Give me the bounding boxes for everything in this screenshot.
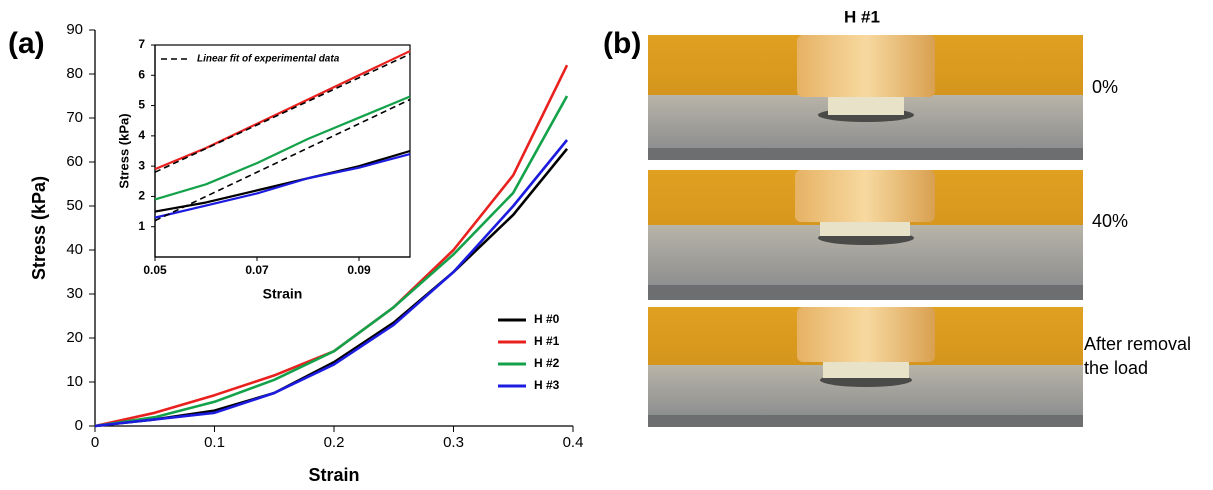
series-line: [154, 152, 411, 219]
y-tick-label: 1: [138, 219, 145, 233]
panel-label: (b): [603, 27, 641, 60]
y-tick-label: 20: [66, 329, 83, 346]
x-tick-label: 0: [91, 434, 99, 451]
y-tick-label: 10: [66, 373, 83, 390]
panel-label: (a): [8, 27, 45, 60]
x-axis-label: Strain: [308, 465, 359, 485]
y-tick-label: 90: [66, 21, 83, 38]
legend-label: H #3: [534, 378, 560, 392]
x-tick-label: 0.09: [347, 263, 371, 277]
y-tick-label: 3: [138, 158, 145, 172]
photo-caption-box: After removal the load: [1084, 334, 1192, 378]
y-tick-label: 5: [138, 98, 145, 112]
photo-caption: 40%: [1092, 211, 1128, 231]
x-tick-label: 0.1: [204, 434, 225, 451]
y-tick-label: 50: [66, 197, 83, 214]
series-line: [154, 149, 411, 213]
x-tick-label: 0.3: [443, 434, 464, 451]
y-tick-label: 6: [138, 67, 145, 81]
legend-label: H #1: [534, 334, 560, 348]
y-tick-label: 80: [66, 65, 83, 82]
y-axis-label: Stress (kPa): [116, 113, 131, 188]
legend-label: Linear fit of experimental data: [197, 54, 340, 65]
photo-title: H #1: [844, 7, 880, 26]
y-tick-label: 70: [66, 109, 83, 126]
legend-label: H #0: [534, 312, 560, 326]
y-tick-label: 4: [138, 128, 145, 142]
photo: [648, 307, 1083, 427]
series-line: [154, 50, 411, 171]
photo: [648, 35, 1083, 160]
photo-caption: 0%: [1092, 77, 1118, 97]
x-tick-label: 0.2: [324, 434, 345, 451]
x-tick-label: 0.05: [143, 263, 167, 277]
x-tick-label: 0.4: [563, 434, 584, 451]
fit-line: [154, 98, 411, 222]
y-tick-label: 30: [66, 285, 83, 302]
y-tick-label: 0: [75, 417, 83, 434]
y-tick-label: 60: [66, 153, 83, 170]
legend-label: H #2: [534, 356, 560, 370]
y-tick-label: 7: [138, 37, 145, 51]
x-tick-label: 0.07: [245, 263, 269, 277]
photo-caption: After removal the load: [1084, 334, 1192, 378]
fit-line: [154, 53, 411, 173]
y-tick-label: 40: [66, 241, 83, 258]
y-tick-label: 2: [138, 189, 145, 203]
series-line: [94, 139, 569, 428]
series-line: [154, 95, 411, 201]
series-line: [94, 95, 569, 428]
y-axis-label: Stress (kPa): [29, 176, 49, 280]
photo: [648, 170, 1083, 300]
x-axis-label: Strain: [263, 286, 303, 302]
